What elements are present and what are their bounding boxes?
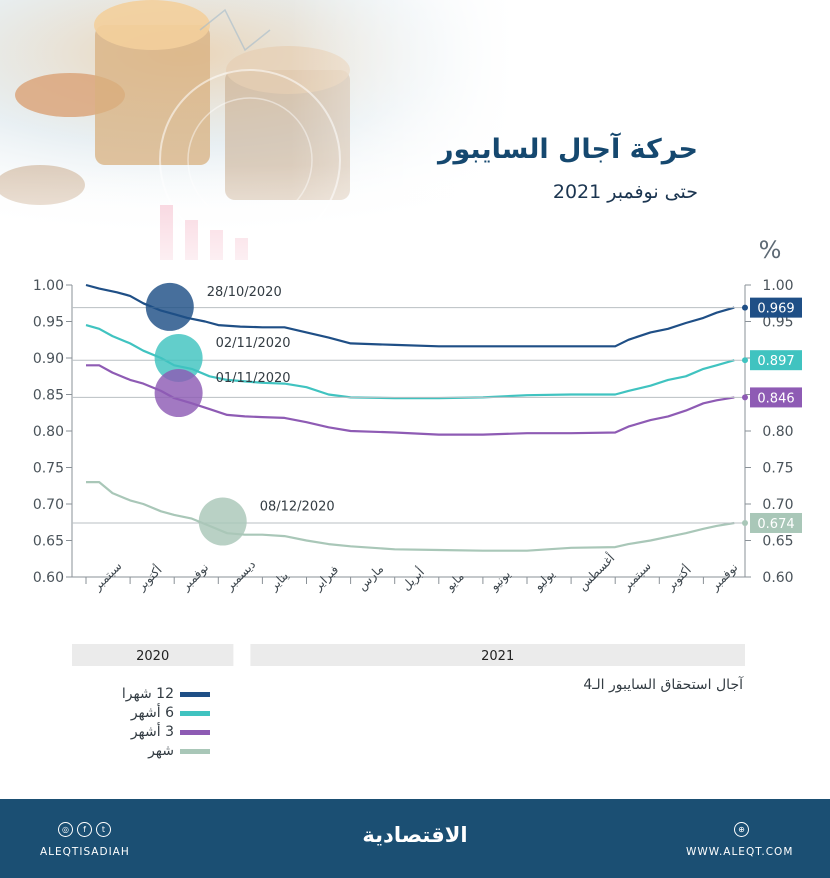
y-tick-label-right: 0.80 [762, 424, 793, 440]
instagram-icon[interactable]: ◎ [58, 822, 73, 837]
value-badge-label-1: 0.969 [757, 302, 794, 317]
x-tick-label: أكتوبر [662, 562, 694, 594]
year-group-label: 2021 [481, 649, 514, 664]
legend-label-4: شهر [147, 743, 174, 759]
y-tick-label-right: 0.65 [762, 534, 793, 550]
saibor-line-chart: %1.001.000.950.950.900.900.850.850.800.8… [33, 236, 802, 759]
legend-swatch-3 [180, 730, 210, 735]
footer-bar [0, 799, 830, 878]
y-tick-label-right: 0.75 [762, 461, 793, 477]
x-tick-label: يونيو [486, 567, 513, 594]
value-badge-4 [750, 512, 802, 533]
x-tick-label: ديسمبر [222, 557, 259, 594]
y-tick-label-left: 0.65 [33, 534, 64, 550]
annotation-label-1: 28/10/2020 [207, 285, 282, 300]
y-tick-label-right: 0.95 [762, 315, 793, 331]
x-tick-label: مارس [355, 562, 387, 594]
page-title: حركة آجال السايبور [437, 134, 698, 165]
y-tick-label-right: 0.60 [762, 570, 793, 586]
value-badge-3 [750, 387, 802, 408]
x-tick-label: أغسطس [575, 550, 618, 593]
series-end-dot-3 [742, 394, 748, 401]
unit-label: % [759, 236, 782, 264]
y-tick-label-left: 0.75 [33, 461, 64, 477]
x-tick-label: يوليو [531, 567, 559, 595]
y-tick-label-right: 1.00 [762, 278, 793, 294]
year-group-bar [250, 644, 745, 666]
value-badge-label-2: 0.897 [757, 354, 794, 369]
x-tick-label: أبريل [398, 564, 428, 594]
brand-logo: الاقتصادية [362, 823, 468, 847]
facebook-icon[interactable]: f [77, 822, 92, 837]
legend-label-2: 6 أشهر [130, 703, 174, 721]
legend-label-3: 3 أشهر [130, 722, 174, 740]
annotation-circle-2 [154, 334, 203, 382]
legend-swatch-2 [180, 711, 210, 716]
legend-label-1: 12 شهرا [122, 686, 174, 702]
series-end-dot-4 [742, 519, 748, 526]
hero-background [0, 0, 830, 300]
annotation-circle-4 [198, 497, 247, 546]
social-handle: ALEQTISADIAH [40, 846, 130, 858]
y-tick-label-left: 0.85 [33, 388, 64, 404]
globe-icon: ⊕ [734, 822, 749, 837]
coins-illustration [0, 0, 830, 300]
x-axis-caption: آجال استحقاق السايبور الـ4 [583, 676, 744, 693]
y-tick-label-left: 1.00 [33, 278, 64, 294]
value-badge-1 [750, 297, 802, 318]
x-tick-label: مايو [442, 569, 467, 594]
y-tick-label-right: 0.70 [762, 497, 793, 513]
annotation-circle-1 [145, 282, 194, 331]
year-group-label: 2020 [136, 649, 169, 664]
x-tick-label: فبراير [310, 563, 342, 595]
year-group-bar [72, 644, 234, 666]
series-end-dot-2 [742, 357, 748, 364]
series-line-4 [86, 481, 735, 552]
annotation-circle-3 [154, 369, 203, 418]
value-badge-label-3: 0.846 [757, 391, 794, 406]
series-end-dot-1 [742, 304, 748, 311]
annotation-label-4: 08/12/2020 [260, 500, 335, 515]
y-tick-label-left: 0.70 [33, 497, 64, 513]
y-tick-label-left: 0.95 [33, 315, 64, 331]
page-subtitle: حتى نوفمبر 2021 [552, 181, 698, 203]
x-tick-label: يناير [266, 569, 292, 595]
website-url[interactable]: WWW.ALEQT.COM [686, 846, 794, 858]
legend-swatch-1 [180, 692, 210, 697]
y-tick-label-left: 0.80 [33, 424, 64, 440]
y-tick-label-left: 0.60 [33, 570, 64, 586]
x-tick-label: أكتوبر [133, 562, 165, 594]
y-tick-label-left: 0.90 [33, 351, 64, 367]
annotation-label-3: 01/11/2020 [216, 371, 291, 386]
value-badge-label-4: 0.674 [757, 517, 794, 532]
value-badge-2 [750, 350, 802, 371]
annotation-label-2: 02/11/2020 [216, 336, 291, 351]
social-icons: ◎ f t [58, 822, 111, 837]
twitter-icon[interactable]: t [96, 822, 111, 837]
legend-swatch-4 [180, 749, 210, 754]
